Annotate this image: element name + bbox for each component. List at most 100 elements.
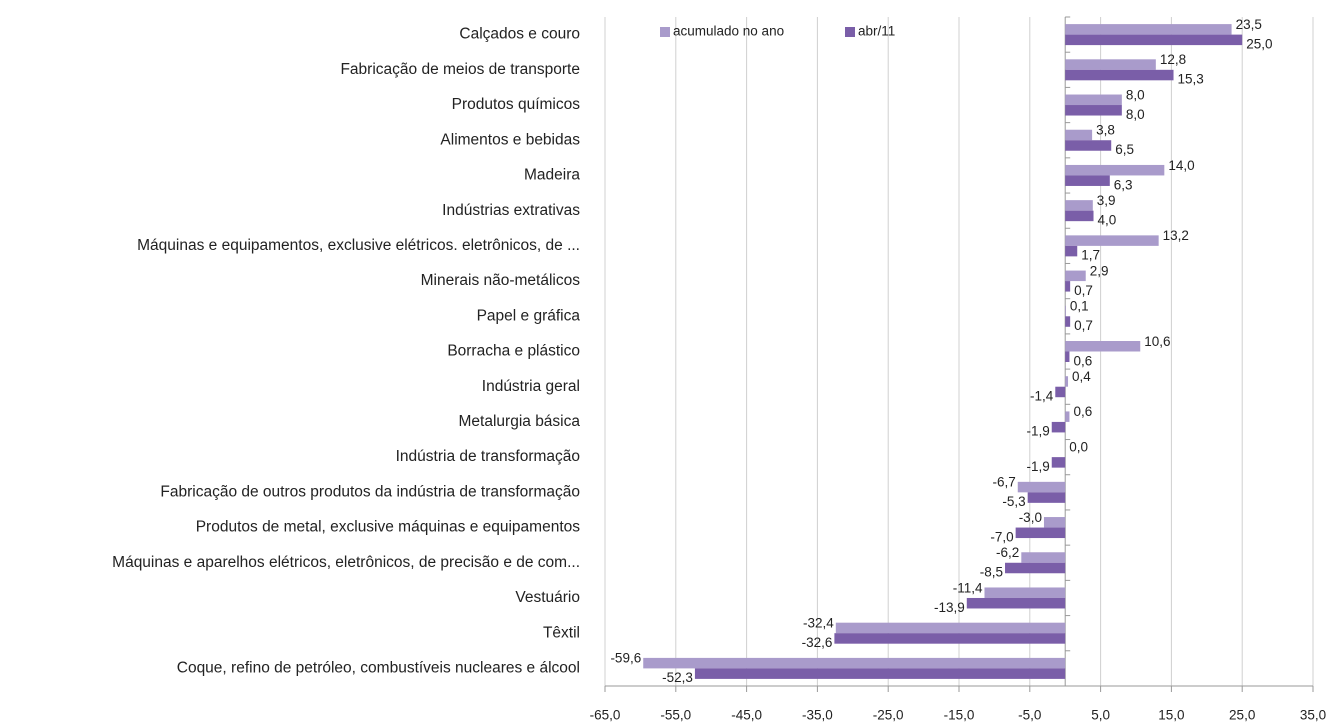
bar bbox=[1065, 105, 1122, 116]
y-tick-label: Indústria de transformação bbox=[396, 448, 580, 465]
value-label: 6,5 bbox=[1115, 142, 1134, 157]
bar bbox=[1065, 316, 1071, 327]
y-tick-label: Indústria geral bbox=[482, 378, 580, 395]
y-tick-label: Minerais não-metálicos bbox=[421, 272, 581, 289]
value-label: 10,6 bbox=[1144, 334, 1170, 349]
y-tick-label: Produtos de metal, exclusive máquinas e … bbox=[196, 519, 581, 536]
value-label: 2,9 bbox=[1090, 263, 1109, 278]
bar bbox=[834, 633, 1066, 644]
bar bbox=[1065, 200, 1093, 211]
value-label: 3,8 bbox=[1096, 123, 1115, 138]
y-tick-label: Papel e gráfica bbox=[477, 307, 581, 324]
value-label: 0,6 bbox=[1073, 404, 1092, 419]
bar bbox=[1065, 281, 1071, 292]
value-label: 15,3 bbox=[1178, 72, 1204, 87]
bar bbox=[1065, 164, 1165, 176]
bar bbox=[1055, 386, 1066, 398]
x-tick-label: -35,0 bbox=[802, 708, 833, 723]
bar bbox=[1065, 341, 1141, 352]
value-label: 4,0 bbox=[1098, 212, 1117, 227]
value-label: 6,3 bbox=[1114, 177, 1133, 192]
bar bbox=[1017, 481, 1066, 493]
x-tick-label: 5,0 bbox=[1091, 708, 1110, 723]
y-tick-label: Alimentos e bebidas bbox=[440, 131, 580, 148]
value-label: -8,5 bbox=[980, 565, 1003, 580]
x-tick-label: 25,0 bbox=[1229, 708, 1255, 723]
bar bbox=[1065, 34, 1243, 46]
bar bbox=[1043, 517, 1066, 528]
value-label: -13,9 bbox=[934, 600, 965, 615]
bar bbox=[1065, 24, 1232, 35]
legend-label: acumulado no ano bbox=[673, 24, 784, 39]
bar bbox=[1065, 245, 1078, 257]
value-label: 0,6 bbox=[1073, 353, 1092, 368]
value-label: 14,0 bbox=[1168, 158, 1194, 173]
y-tick-label: Madeira bbox=[524, 167, 580, 184]
value-label: -1,4 bbox=[1030, 389, 1054, 404]
x-tick-label: -65,0 bbox=[590, 708, 621, 723]
value-label: -32,4 bbox=[803, 615, 834, 630]
bar bbox=[1021, 552, 1066, 563]
y-tick-label: Indústrias extrativas bbox=[442, 202, 580, 219]
value-label: -6,2 bbox=[996, 545, 1019, 560]
value-label: 25,0 bbox=[1246, 36, 1272, 51]
value-label: -7,0 bbox=[990, 529, 1013, 544]
legend-swatch bbox=[845, 27, 855, 37]
bar bbox=[1051, 457, 1066, 468]
y-tick-label: Vestuário bbox=[515, 589, 580, 606]
bar bbox=[1027, 492, 1066, 503]
bar bbox=[835, 622, 1066, 634]
value-label: 0,1 bbox=[1070, 299, 1089, 314]
value-label: 13,2 bbox=[1163, 228, 1189, 243]
value-label: -32,6 bbox=[802, 635, 833, 650]
value-label: 8,0 bbox=[1126, 107, 1145, 122]
x-tick-label: -25,0 bbox=[873, 708, 904, 723]
value-label: 0,7 bbox=[1074, 318, 1093, 333]
value-label: 0,4 bbox=[1072, 369, 1091, 384]
value-label: -52,3 bbox=[662, 670, 693, 685]
bar bbox=[1051, 421, 1066, 433]
bar bbox=[1065, 235, 1159, 246]
bar bbox=[643, 657, 1066, 669]
bar bbox=[1065, 59, 1156, 70]
x-tick-label: -15,0 bbox=[944, 708, 975, 723]
x-tick-label: -55,0 bbox=[660, 708, 691, 723]
legend-swatch bbox=[660, 27, 670, 37]
y-tick-label: Fabricação de meios de transporte bbox=[340, 61, 580, 78]
bar bbox=[1065, 94, 1122, 106]
y-tick-label: Metalurgia básica bbox=[459, 413, 581, 430]
y-tick-label: Máquinas e equipamentos, exclusive elétr… bbox=[137, 237, 580, 254]
x-tick-label: -5,0 bbox=[1018, 708, 1041, 723]
value-label: -59,6 bbox=[610, 651, 641, 666]
bar bbox=[1065, 376, 1069, 387]
y-tick-label: Fabricação de outros produtos da indústr… bbox=[160, 483, 580, 500]
y-tick-label: Produtos químicos bbox=[452, 96, 581, 113]
value-label: -5,3 bbox=[1002, 494, 1025, 509]
bar bbox=[1065, 69, 1174, 81]
bar bbox=[1065, 140, 1112, 151]
bar bbox=[1065, 270, 1086, 282]
bar bbox=[1065, 210, 1094, 222]
value-label: -1,9 bbox=[1026, 424, 1049, 439]
bar bbox=[966, 597, 1066, 609]
value-label: -3,0 bbox=[1019, 510, 1042, 525]
value-label: -6,7 bbox=[992, 475, 1015, 490]
y-tick-label: Coque, refino de petróleo, combustíveis … bbox=[177, 659, 580, 676]
value-label: 3,9 bbox=[1097, 193, 1116, 208]
value-label: 23,5 bbox=[1236, 17, 1262, 32]
bar bbox=[1065, 351, 1070, 362]
value-label: 12,8 bbox=[1160, 52, 1186, 67]
bar bbox=[694, 668, 1066, 679]
y-tick-label: Têxtil bbox=[543, 624, 580, 641]
value-label: -1,9 bbox=[1026, 459, 1049, 474]
legend-label: abr/11 bbox=[858, 24, 895, 39]
y-tick-label: Calçados e couro bbox=[459, 26, 580, 43]
x-tick-label: 15,0 bbox=[1158, 708, 1184, 723]
bar bbox=[1065, 175, 1110, 186]
bar bbox=[1015, 527, 1066, 539]
value-label: -11,4 bbox=[953, 580, 983, 595]
value-label: 0,0 bbox=[1069, 439, 1088, 454]
value-label: 1,7 bbox=[1081, 248, 1100, 263]
bar bbox=[1065, 305, 1066, 317]
